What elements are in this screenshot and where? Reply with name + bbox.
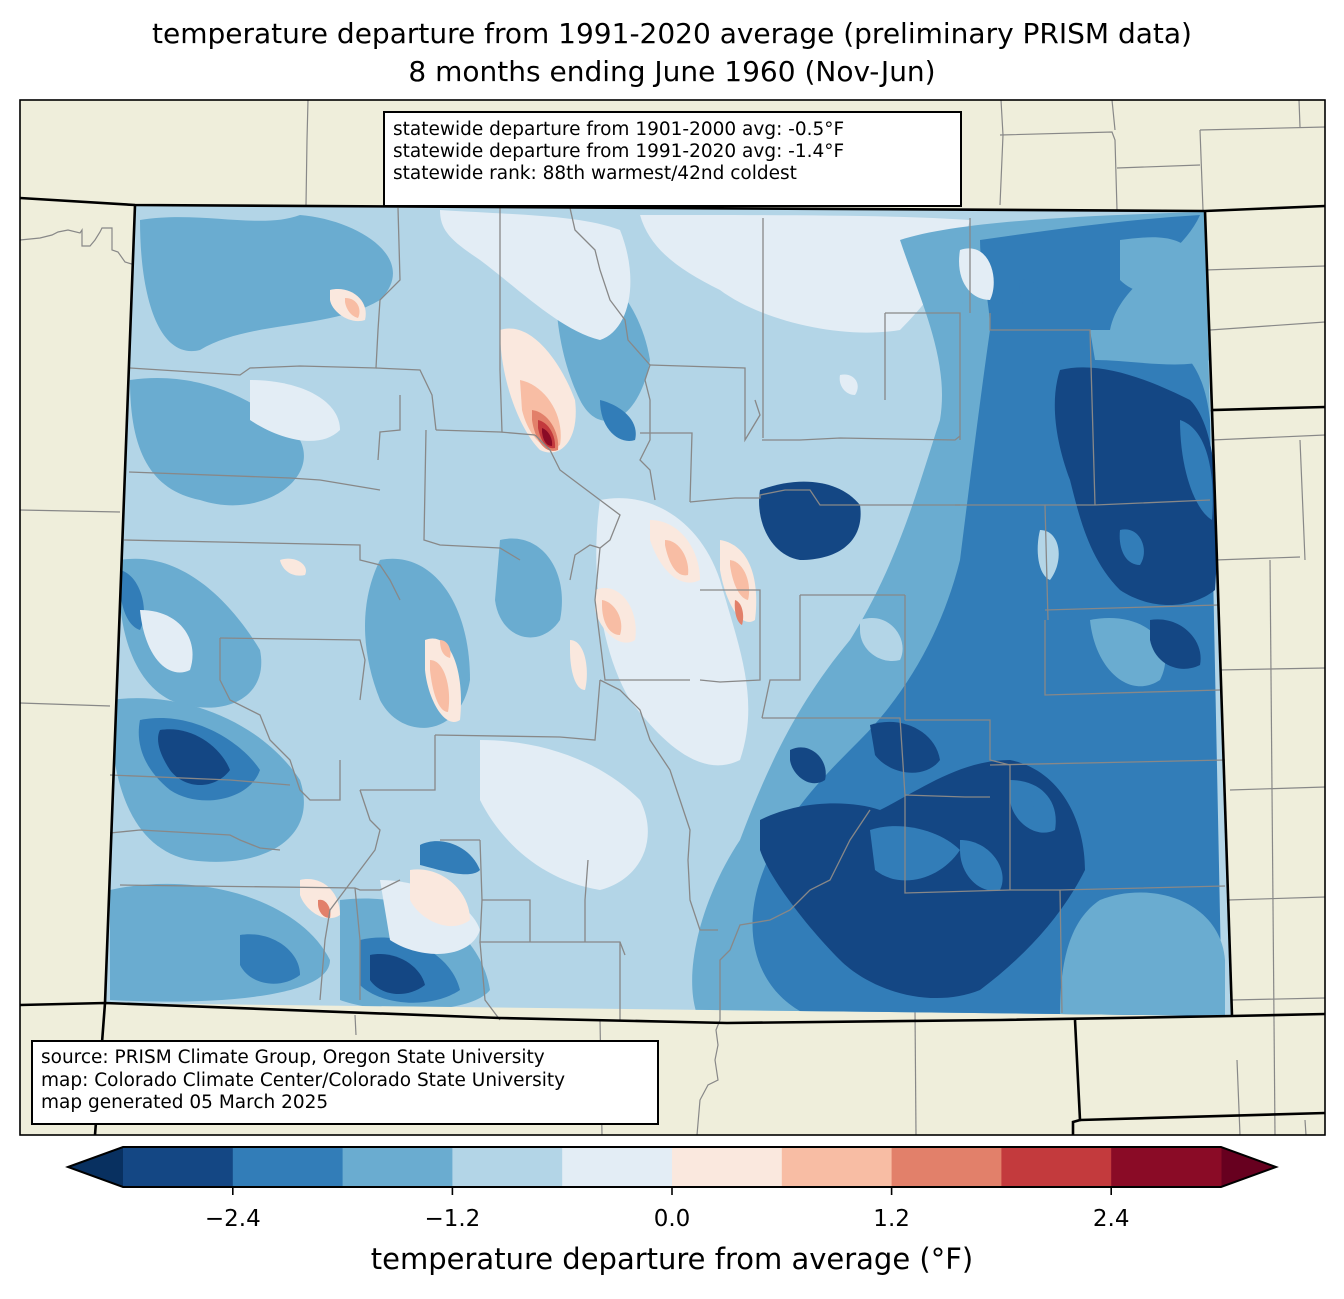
temperature-contour-region [959, 248, 994, 300]
temperature-contour-region [140, 215, 393, 352]
temperature-contour-region [600, 400, 636, 441]
neighbor-county-lines [20, 100, 1325, 1135]
temperature-contour-region [870, 721, 940, 773]
temperature-contour-region [495, 538, 562, 638]
temperature-contour-region [430, 660, 450, 712]
colorbar [65, 1146, 1279, 1195]
statewide-stats-box: statewide departure from 1901-2000 avg: … [383, 111, 962, 207]
colorbar-bin [891, 1147, 1002, 1187]
temperature-contour-region [1010, 780, 1056, 833]
temperature-contour-region [440, 210, 631, 340]
temperature-contour-region [300, 879, 340, 919]
stats-line-rank: statewide rank: 88th warmest/42nd coldes… [393, 163, 797, 184]
temperature-contour-region [1060, 892, 1225, 1015]
temperature-contour-region [119, 558, 262, 708]
temperature-contour-region [1180, 420, 1213, 520]
temperature-contour-region [318, 899, 331, 918]
colorbar-bin [562, 1147, 673, 1187]
temperature-contour-region [542, 428, 553, 446]
map-credit-line: map: Colorado Climate Center/Colorado St… [41, 1069, 566, 1091]
colorbar-bin [123, 1147, 234, 1187]
temperature-contour-region [759, 481, 861, 560]
temperature-contour-region [665, 540, 689, 576]
chart-title: temperature departure from 1991-2020 ave… [152, 17, 1192, 50]
temperature-contour-region [860, 618, 903, 661]
temperature-contour-region [596, 498, 749, 766]
temperature-contour-region [240, 934, 300, 984]
colorbar-bin [342, 1147, 453, 1187]
colorbar-label: temperature departure from average (°F) [370, 1242, 974, 1276]
colorbar-over-arrow [1221, 1147, 1276, 1187]
temperature-contour-region [119, 570, 144, 630]
temperature-contour-region [760, 760, 1085, 999]
source-line: source: PRISM Climate Group, Oregon Stat… [41, 1047, 545, 1068]
temperature-contour-region [790, 747, 826, 784]
generated-date-line: map generated 05 March 2025 [41, 1092, 329, 1113]
temperature-contour-region [280, 558, 306, 576]
source-box: source: PRISM Climate Group, Oregon Stat… [31, 1040, 659, 1125]
temperature-contour-region [570, 640, 587, 690]
temperature-contour-region [480, 740, 648, 890]
temperature-contour-region [1054, 367, 1218, 605]
colorbar-bin [781, 1147, 893, 1187]
temperature-contour-region [250, 380, 340, 441]
temperature-contour-region [140, 610, 193, 673]
colorbar-tick-label: 2.4 [1092, 1206, 1130, 1232]
colorbar-tick-label: −2.4 [204, 1206, 261, 1232]
stats-line-1901-2000: statewide departure from 1901-2000 avg: … [393, 119, 845, 140]
temperature-contour-region [1030, 790, 1050, 818]
stats-line-1991-2020: statewide departure from 1991-2020 avg: … [393, 141, 845, 162]
temperature-contour-region [870, 826, 960, 881]
temperature-contour-region [345, 298, 360, 318]
temperature-contour-region [1019, 279, 1040, 315]
temperature-contour-region [1037, 530, 1059, 580]
colorado-temperature-field [105, 205, 1232, 1016]
colorado-county-lines [109, 207, 1226, 1021]
temperature-contour-region [1090, 330, 1210, 365]
colorbar-bin [1001, 1147, 1112, 1187]
temperature-contour-region [839, 374, 858, 395]
colorbar-tick-label: 0.0 [653, 1206, 691, 1232]
temperature-contour-region [640, 215, 970, 333]
temperature-contour-region [420, 841, 480, 875]
temperature-contour-region [602, 600, 622, 635]
colorbar-under-arrow [68, 1147, 123, 1187]
colorbar-tick-label: −1.2 [424, 1206, 481, 1232]
temperature-contour-region [734, 600, 744, 625]
temperature-contour-region [1150, 619, 1201, 669]
chart-subtitle: 8 months ending June 1960 (Nov-Jun) [408, 55, 936, 88]
temperature-contour-region [960, 840, 1003, 891]
temperature-contour-region [370, 954, 425, 995]
colorbar-tick-label: 1.2 [873, 1206, 910, 1232]
temperature-contour-region [410, 869, 470, 927]
colorbar-bin [232, 1147, 344, 1187]
colorbar-bin [1111, 1147, 1222, 1187]
temperature-contour-region [1120, 237, 1205, 297]
temperature-contour-region [158, 729, 230, 785]
temperature-contour-region [1090, 618, 1166, 687]
colorbar-outline [65, 1146, 1279, 1188]
map-frame [19, 99, 1326, 1136]
colorbar-bin [672, 1147, 783, 1187]
temperature-contour-region [1119, 529, 1144, 565]
colorbar-bin [452, 1147, 563, 1187]
temperature-contour-region [440, 640, 451, 658]
